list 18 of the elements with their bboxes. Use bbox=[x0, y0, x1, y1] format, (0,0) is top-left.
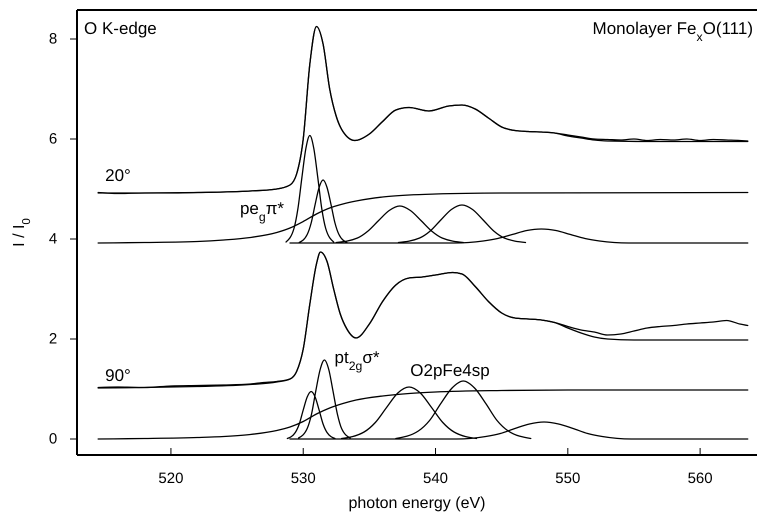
annotation: 20° bbox=[105, 166, 131, 185]
annotation: O K-edge bbox=[84, 19, 157, 38]
x-tick-label: 520 bbox=[158, 470, 184, 487]
x-tick-label: 550 bbox=[555, 470, 580, 487]
y-tick-label: 4 bbox=[48, 230, 58, 248]
y-tick-label: 8 bbox=[48, 30, 58, 48]
x-tick-label: 560 bbox=[688, 470, 713, 487]
y-tick-label: 2 bbox=[48, 330, 58, 348]
annotation: O2pFe4sp bbox=[410, 361, 490, 380]
annotation: 90° bbox=[105, 366, 131, 385]
x-axis-title: photon energy (eV) bbox=[348, 495, 486, 512]
y-tick-label: 6 bbox=[48, 130, 58, 148]
y-tick-label: 0 bbox=[48, 430, 58, 448]
annotation: Monolayer Fe$_{x}$O(111) bbox=[592, 19, 753, 44]
annotation: pe$_{g}$π* bbox=[240, 199, 284, 224]
annotation: pt$_{2g}$σ* bbox=[334, 348, 380, 373]
x-tick-label: 530 bbox=[290, 470, 316, 487]
x-tick-label: 540 bbox=[423, 470, 448, 487]
